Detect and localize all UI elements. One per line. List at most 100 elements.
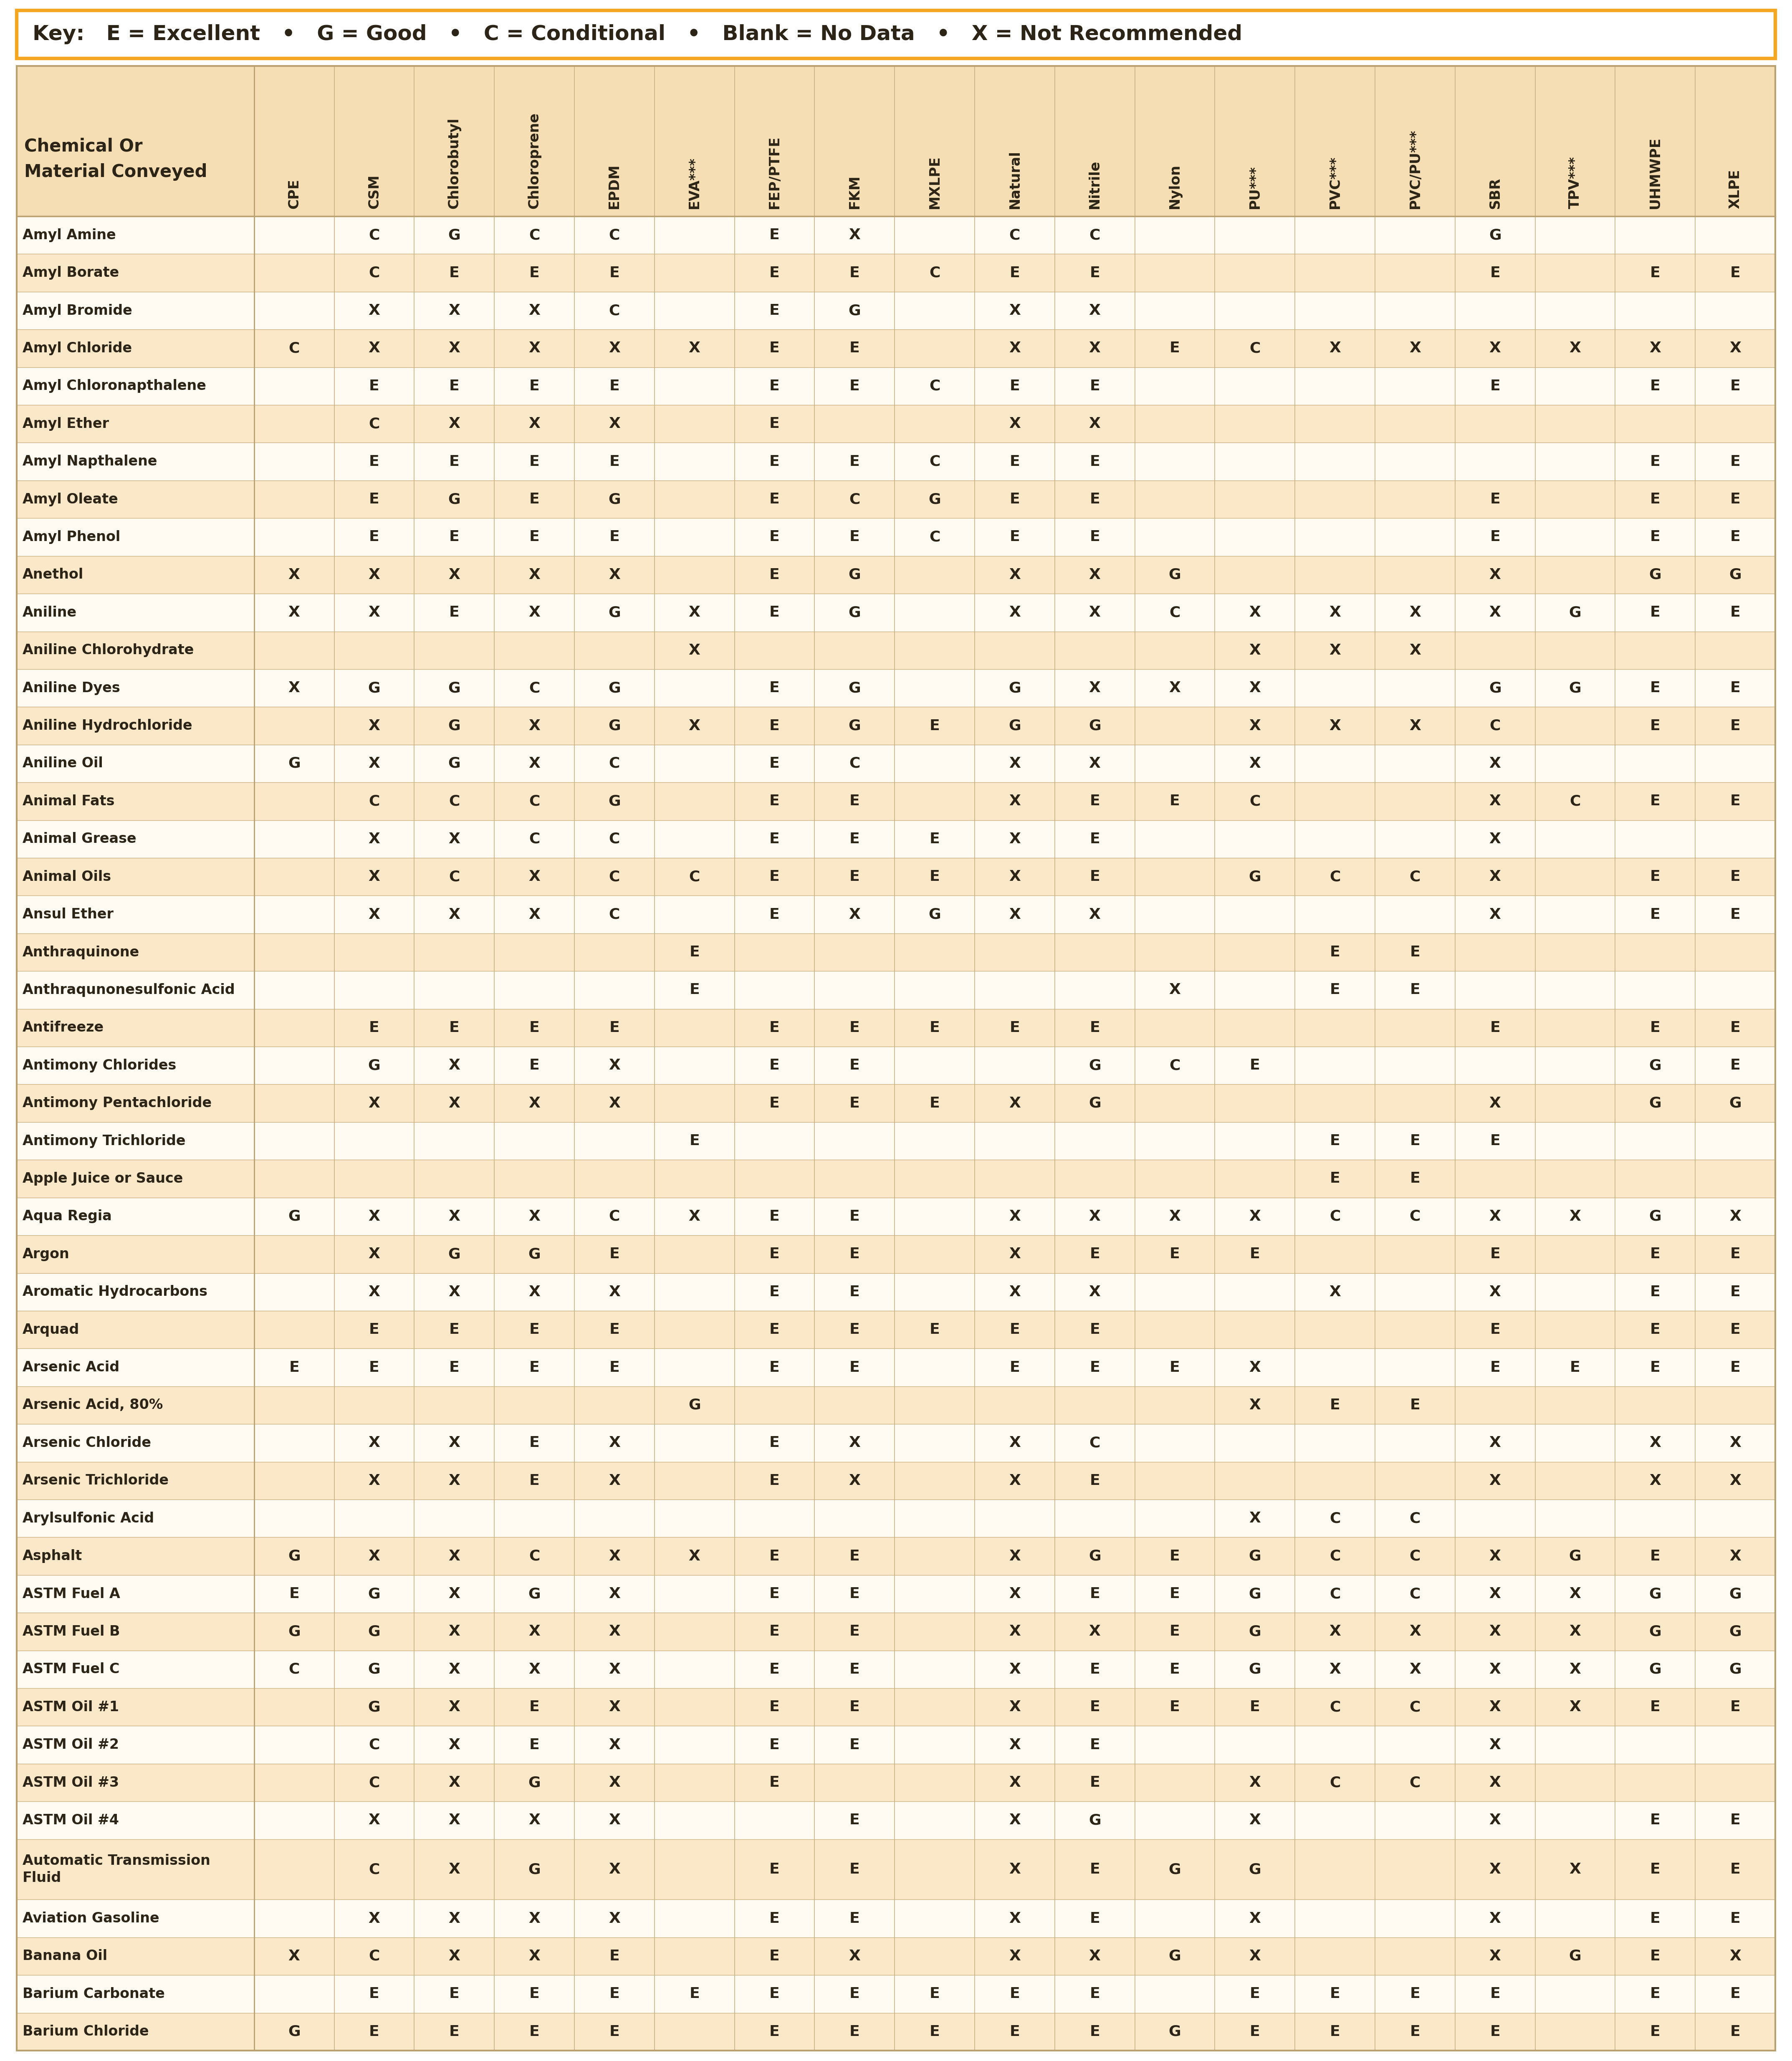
Text: X: X: [529, 342, 539, 354]
Text: G: G: [1729, 1096, 1742, 1111]
Text: E: E: [529, 1437, 539, 1451]
Text: E: E: [930, 719, 939, 734]
Text: C: C: [1410, 1210, 1421, 1224]
Text: X: X: [448, 1775, 461, 1789]
Text: E: E: [1489, 1247, 1500, 1261]
Text: E: E: [529, 1323, 539, 1338]
Text: X: X: [1009, 1096, 1020, 1111]
Text: X: X: [609, 1474, 620, 1488]
Text: G: G: [1009, 680, 1021, 695]
Text: C: C: [1330, 1550, 1340, 1562]
Text: X: X: [1090, 416, 1100, 431]
Text: E: E: [769, 1210, 780, 1224]
Text: C: C: [1410, 1550, 1421, 1562]
Text: X: X: [1729, 1210, 1742, 1224]
Text: E: E: [1090, 455, 1100, 468]
Text: E: E: [849, 1987, 860, 2001]
Text: X: X: [369, 1284, 380, 1298]
Text: X: X: [1090, 907, 1100, 921]
Text: G: G: [607, 606, 620, 620]
Text: E: E: [769, 1587, 780, 1601]
Text: E: E: [1249, 1059, 1260, 1072]
Text: E: E: [1090, 1020, 1100, 1035]
Text: Aniline Chlorohydrate: Aniline Chlorohydrate: [23, 643, 194, 657]
Text: E: E: [1249, 1700, 1260, 1715]
Text: Aqua Regia: Aqua Regia: [23, 1210, 111, 1224]
Text: X: X: [448, 907, 461, 921]
Text: E: E: [769, 2024, 780, 2038]
Bar: [16, 1121, 1776, 1160]
Text: E: E: [1729, 719, 1740, 734]
Text: E: E: [769, 1096, 780, 1111]
Text: Arsenic Acid: Arsenic Acid: [23, 1360, 120, 1375]
Text: C: C: [1410, 870, 1421, 884]
Text: Antimony Chlorides: Antimony Chlorides: [23, 1059, 176, 1072]
Text: X: X: [1009, 756, 1020, 771]
Text: E: E: [849, 1210, 860, 1224]
Text: X: X: [1249, 1911, 1262, 1925]
Text: X: X: [1009, 1587, 1020, 1601]
Text: G: G: [448, 493, 461, 507]
Text: E: E: [930, 1020, 939, 1035]
Bar: [16, 1047, 1776, 1084]
Text: C: C: [1330, 1700, 1340, 1715]
Text: E: E: [849, 1059, 860, 1072]
Text: G: G: [1088, 719, 1100, 734]
Text: ASTM Oil #1: ASTM Oil #1: [23, 1700, 118, 1715]
Text: X: X: [688, 606, 701, 620]
Text: G: G: [289, 2024, 301, 2038]
Text: E: E: [369, 379, 380, 394]
Text: X: X: [1009, 1814, 1020, 1828]
Text: E: E: [609, 1247, 620, 1261]
Text: E: E: [1090, 1247, 1100, 1261]
Text: X: X: [1330, 342, 1340, 354]
Text: X: X: [1489, 1284, 1502, 1298]
Text: G: G: [928, 907, 941, 921]
Text: Nitrile: Nitrile: [1088, 161, 1102, 208]
Text: G: G: [1168, 567, 1181, 581]
Text: E: E: [1489, 1987, 1500, 2001]
Text: Apple Juice or Sauce: Apple Juice or Sauce: [23, 1173, 183, 1185]
Text: C: C: [1330, 870, 1340, 884]
Text: E: E: [1410, 1987, 1421, 2001]
Text: X: X: [448, 1624, 461, 1638]
Text: E: E: [450, 1020, 459, 1035]
Text: E: E: [849, 1550, 860, 1562]
Text: E: E: [1729, 680, 1740, 695]
Text: E: E: [369, 1323, 380, 1338]
Text: E: E: [450, 1360, 459, 1375]
Text: Amyl Ether: Amyl Ether: [23, 416, 109, 431]
Text: X: X: [609, 1624, 620, 1638]
Text: E: E: [1009, 1323, 1020, 1338]
Bar: [16, 1937, 1776, 1974]
Text: X: X: [529, 1096, 539, 1111]
Text: X: X: [1729, 1550, 1742, 1562]
Text: G: G: [1249, 1624, 1262, 1638]
Text: X: X: [1009, 1210, 1020, 1224]
Bar: [16, 330, 1776, 367]
Text: C: C: [609, 229, 620, 243]
Text: E: E: [1650, 493, 1661, 507]
Text: E: E: [1410, 2024, 1421, 2038]
Text: E: E: [769, 1323, 780, 1338]
Text: X: X: [849, 1950, 860, 1964]
Text: X: X: [1649, 342, 1661, 354]
Text: C: C: [448, 793, 461, 808]
Text: X: X: [1009, 1911, 1020, 1925]
Text: G: G: [607, 493, 620, 507]
Text: E: E: [849, 1587, 860, 1601]
Text: Animal Oils: Animal Oils: [23, 870, 111, 884]
Text: G: G: [1088, 1550, 1100, 1562]
Text: C: C: [1170, 1059, 1181, 1072]
Text: G: G: [1649, 1587, 1661, 1601]
Text: SBR: SBR: [1487, 177, 1502, 208]
Text: X: X: [289, 606, 299, 620]
Text: C: C: [1330, 1775, 1340, 1789]
Text: X: X: [1649, 1474, 1661, 1488]
Bar: [16, 707, 1776, 744]
Text: E: E: [1489, 1134, 1500, 1148]
Bar: [16, 783, 1776, 820]
Text: E: E: [1729, 1987, 1740, 2001]
Text: X: X: [1489, 1700, 1502, 1715]
Text: E: E: [1009, 1360, 1020, 1375]
